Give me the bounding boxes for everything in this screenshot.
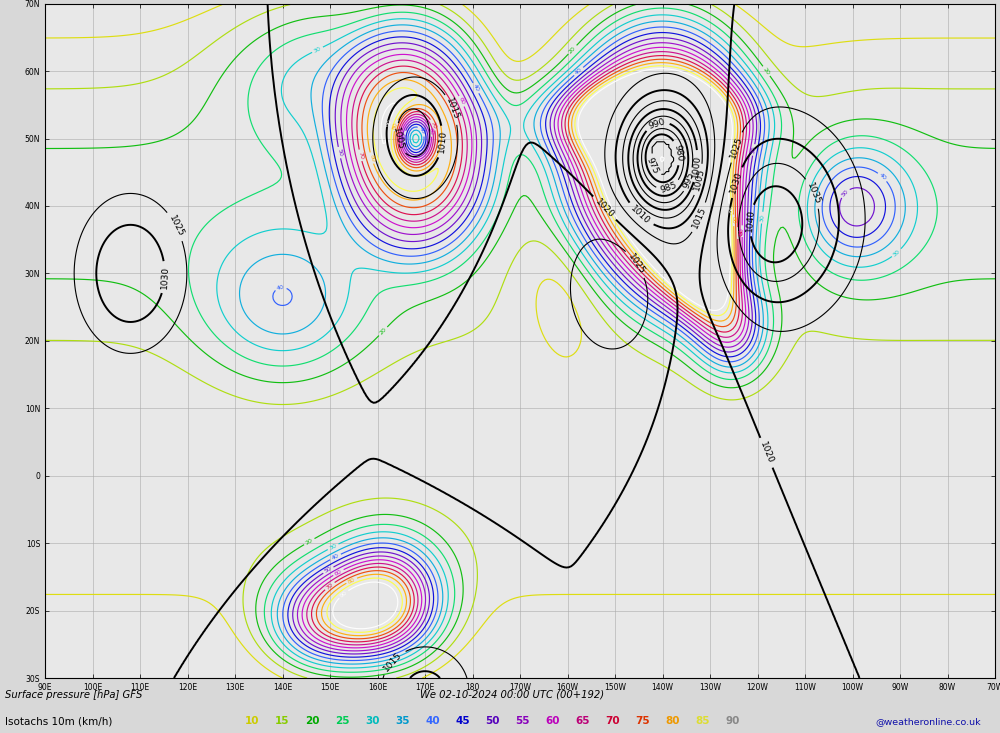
Text: Surface pressure [hPa] GFS: Surface pressure [hPa] GFS bbox=[5, 690, 142, 700]
Text: 1025: 1025 bbox=[728, 135, 744, 160]
Text: 20: 20 bbox=[379, 327, 388, 336]
Text: 50: 50 bbox=[402, 132, 407, 141]
Text: 55: 55 bbox=[515, 716, 530, 726]
Text: 90: 90 bbox=[725, 716, 739, 726]
Text: 80: 80 bbox=[731, 216, 736, 224]
Text: 1000: 1000 bbox=[691, 154, 703, 178]
Text: 75: 75 bbox=[635, 716, 650, 726]
Text: 65: 65 bbox=[575, 716, 590, 726]
Text: 60: 60 bbox=[427, 127, 434, 136]
Text: 40: 40 bbox=[276, 284, 285, 291]
Text: 30: 30 bbox=[365, 716, 380, 726]
Text: 1010: 1010 bbox=[437, 130, 448, 154]
Text: Isotachs 10m (km/h): Isotachs 10m (km/h) bbox=[5, 716, 119, 726]
Text: 50: 50 bbox=[485, 716, 500, 726]
Text: 60: 60 bbox=[545, 716, 560, 726]
Text: 1020: 1020 bbox=[758, 441, 775, 465]
Text: 1040: 1040 bbox=[745, 208, 756, 232]
Text: 40: 40 bbox=[878, 172, 887, 182]
Text: 990: 990 bbox=[647, 117, 666, 130]
Text: 30: 30 bbox=[328, 542, 338, 550]
Text: 1030: 1030 bbox=[159, 265, 170, 289]
Text: 80: 80 bbox=[368, 154, 375, 163]
Text: 1020: 1020 bbox=[593, 196, 616, 219]
Text: 20: 20 bbox=[305, 537, 314, 545]
Text: 1015: 1015 bbox=[382, 649, 404, 673]
Text: 15: 15 bbox=[275, 716, 290, 726]
Text: 80: 80 bbox=[347, 577, 356, 584]
Text: 1025: 1025 bbox=[626, 251, 647, 276]
Text: 90: 90 bbox=[386, 118, 393, 128]
Text: 45: 45 bbox=[455, 716, 470, 726]
Text: 20: 20 bbox=[568, 45, 577, 54]
Text: 1005: 1005 bbox=[391, 127, 405, 151]
Text: 50: 50 bbox=[751, 146, 757, 154]
Text: 10: 10 bbox=[245, 716, 260, 726]
Text: 90: 90 bbox=[727, 205, 732, 213]
Text: 1030: 1030 bbox=[729, 170, 744, 195]
Text: 40: 40 bbox=[425, 716, 440, 726]
Text: 1015: 1015 bbox=[691, 205, 708, 230]
Text: 70: 70 bbox=[429, 120, 437, 130]
Text: 40: 40 bbox=[331, 553, 340, 561]
Text: 40: 40 bbox=[574, 67, 583, 75]
Text: 30: 30 bbox=[892, 248, 901, 257]
Text: 20: 20 bbox=[762, 67, 771, 75]
Text: 40: 40 bbox=[418, 126, 426, 136]
Text: 20: 20 bbox=[305, 716, 320, 726]
Text: 1025: 1025 bbox=[167, 214, 185, 238]
Text: 60: 60 bbox=[458, 97, 466, 106]
Text: 30: 30 bbox=[759, 213, 765, 222]
Text: 70: 70 bbox=[325, 581, 334, 590]
Text: 85: 85 bbox=[695, 716, 710, 726]
Text: 70: 70 bbox=[357, 151, 364, 160]
Text: 60: 60 bbox=[334, 568, 343, 576]
Text: 80: 80 bbox=[392, 121, 399, 130]
Text: 30: 30 bbox=[313, 45, 322, 54]
Text: 995: 995 bbox=[682, 170, 696, 189]
Text: 50: 50 bbox=[324, 566, 333, 574]
Text: We 02-10-2024 00:00 UTC (00+192): We 02-10-2024 00:00 UTC (00+192) bbox=[420, 690, 604, 700]
Text: 60: 60 bbox=[740, 227, 745, 235]
Text: 50: 50 bbox=[336, 148, 343, 157]
Text: 1015: 1015 bbox=[444, 97, 461, 122]
Text: 975: 975 bbox=[644, 156, 660, 176]
Text: 50: 50 bbox=[841, 188, 849, 198]
Text: 70: 70 bbox=[605, 716, 620, 726]
Text: 35: 35 bbox=[395, 716, 410, 726]
Text: @weatheronline.co.uk: @weatheronline.co.uk bbox=[875, 717, 981, 726]
Text: 1010: 1010 bbox=[629, 204, 652, 226]
Text: 80: 80 bbox=[665, 716, 680, 726]
Text: 1005: 1005 bbox=[692, 167, 707, 192]
Text: 1035: 1035 bbox=[805, 181, 822, 205]
Text: 25: 25 bbox=[335, 716, 350, 726]
Text: 980: 980 bbox=[672, 143, 684, 162]
Text: 985: 985 bbox=[659, 181, 678, 196]
Text: 90: 90 bbox=[339, 589, 348, 599]
Text: 40: 40 bbox=[472, 84, 480, 93]
Text: 70: 70 bbox=[735, 229, 740, 237]
